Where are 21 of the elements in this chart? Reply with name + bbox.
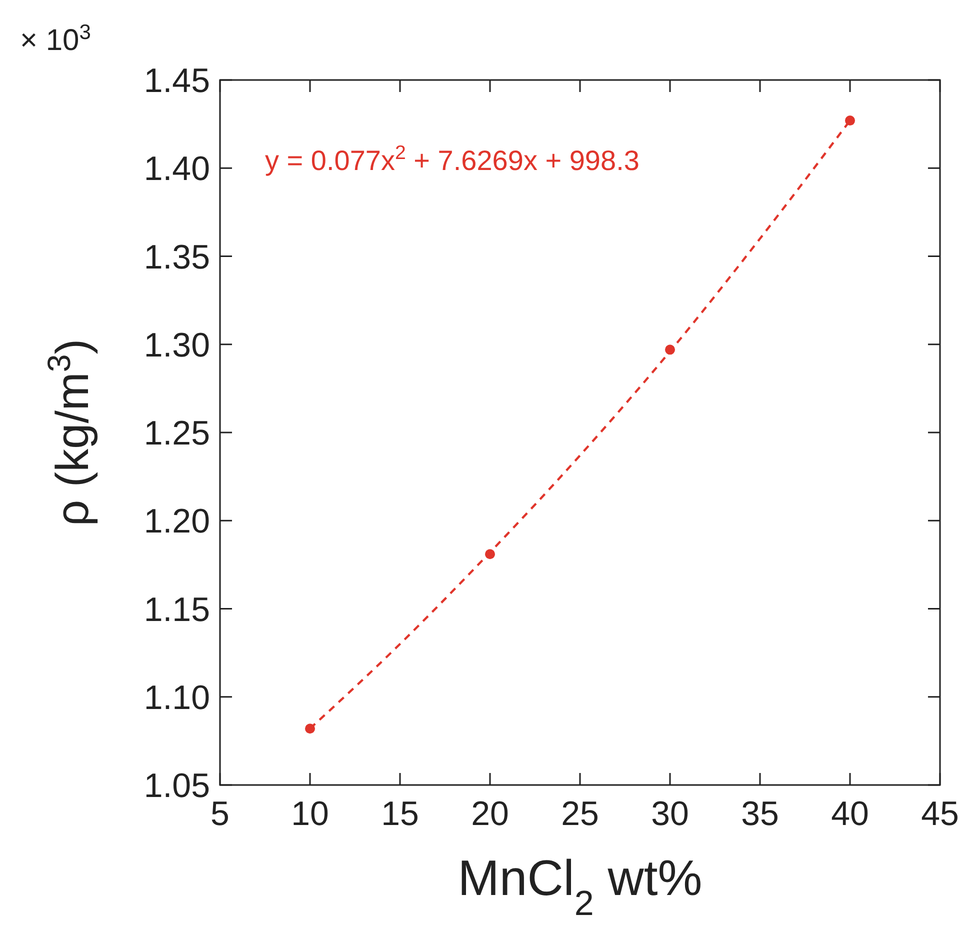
x-axis-title: MnCl$_{2}$ wt% [458, 850, 702, 922]
x-tick-label: 15 [381, 795, 419, 833]
y-tick-label: 1.40 [144, 150, 210, 188]
x-tick-label: 30 [651, 795, 689, 833]
text: × 10$^{3}$ [20, 20, 91, 57]
y-tick-label: 1.05 [144, 767, 210, 805]
x-tick-label: 5 [210, 795, 230, 833]
x-tick-label: 35 [741, 795, 779, 833]
x-tick-label: 20 [471, 795, 509, 833]
y-tick-label: 1.15 [144, 590, 210, 629]
x-tick-label: 45 [921, 795, 959, 833]
y-tick-label: 1.10 [144, 678, 210, 717]
x-tick-label: 40 [831, 795, 869, 833]
x-tick-label: 25 [561, 795, 599, 833]
y-tick-label: 1.20 [144, 502, 210, 541]
annotation: y = 0.077x$^{2}$ + 7.6269x + 998.3 [265, 142, 640, 176]
y-tick-label: 1.30 [144, 326, 210, 364]
x-tick-label: 10 [291, 795, 329, 833]
y-tick-label: 1.45 [144, 62, 210, 100]
y-tick-label: 1.25 [144, 414, 210, 452]
y-tick-label: 1.35 [144, 238, 210, 276]
